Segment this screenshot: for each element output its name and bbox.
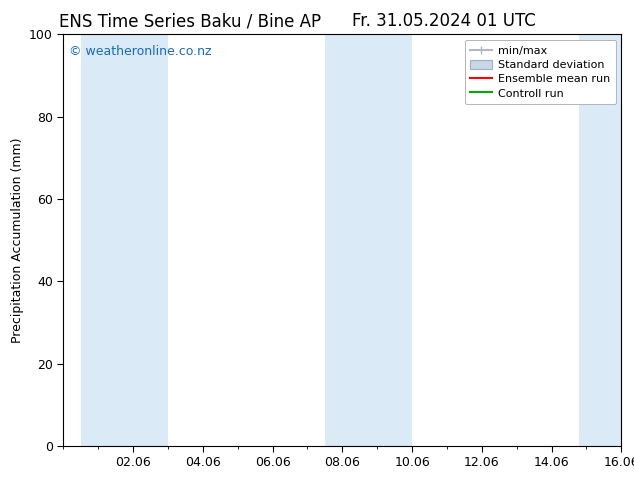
Bar: [579, 34, 621, 446]
Text: Fr. 31.05.2024 01 UTC: Fr. 31.05.2024 01 UTC: [352, 12, 536, 30]
Bar: [81, 34, 168, 446]
Legend: min/max, Standard deviation, Ensemble mean run, Controll run: min/max, Standard deviation, Ensemble me…: [465, 40, 616, 104]
Text: © weatheronline.co.nz: © weatheronline.co.nz: [69, 45, 212, 58]
Text: ENS Time Series Baku / Bine AP: ENS Time Series Baku / Bine AP: [59, 12, 321, 30]
Bar: [325, 34, 412, 446]
Y-axis label: Precipitation Accumulation (mm): Precipitation Accumulation (mm): [11, 137, 23, 343]
